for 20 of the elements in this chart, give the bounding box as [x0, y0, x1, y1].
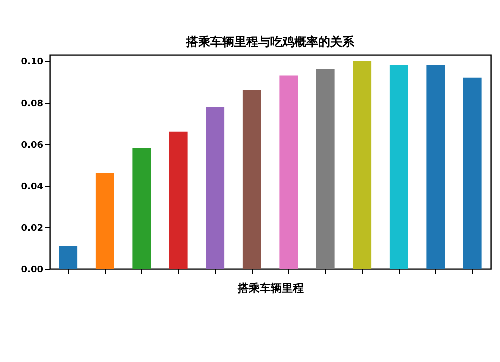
- y-tick-label: 0.00: [21, 266, 44, 276]
- chart-title: 搭乘车辆里程与吃鸡概率的关系: [186, 35, 356, 49]
- bar: [242, 90, 262, 269]
- bar: [353, 61, 372, 269]
- y-tick-label: 0.08: [21, 99, 44, 110]
- bar: [463, 78, 482, 269]
- bar: [169, 132, 188, 269]
- bar: [206, 106, 225, 269]
- bar: [426, 65, 446, 269]
- bar: [390, 65, 408, 269]
- x-axis-title: 搭乘车辆里程: [237, 282, 304, 295]
- y-tick-label: 0.02: [21, 224, 44, 234]
- bar: [96, 173, 114, 269]
- y-tick-label: 0.04: [21, 182, 44, 192]
- bar: [280, 76, 298, 269]
- bar: [59, 246, 78, 269]
- y-tick-label: 0.06: [21, 140, 44, 151]
- bar: [132, 148, 152, 269]
- bar: [316, 70, 335, 269]
- y-tick-label: 0.10: [21, 58, 44, 68]
